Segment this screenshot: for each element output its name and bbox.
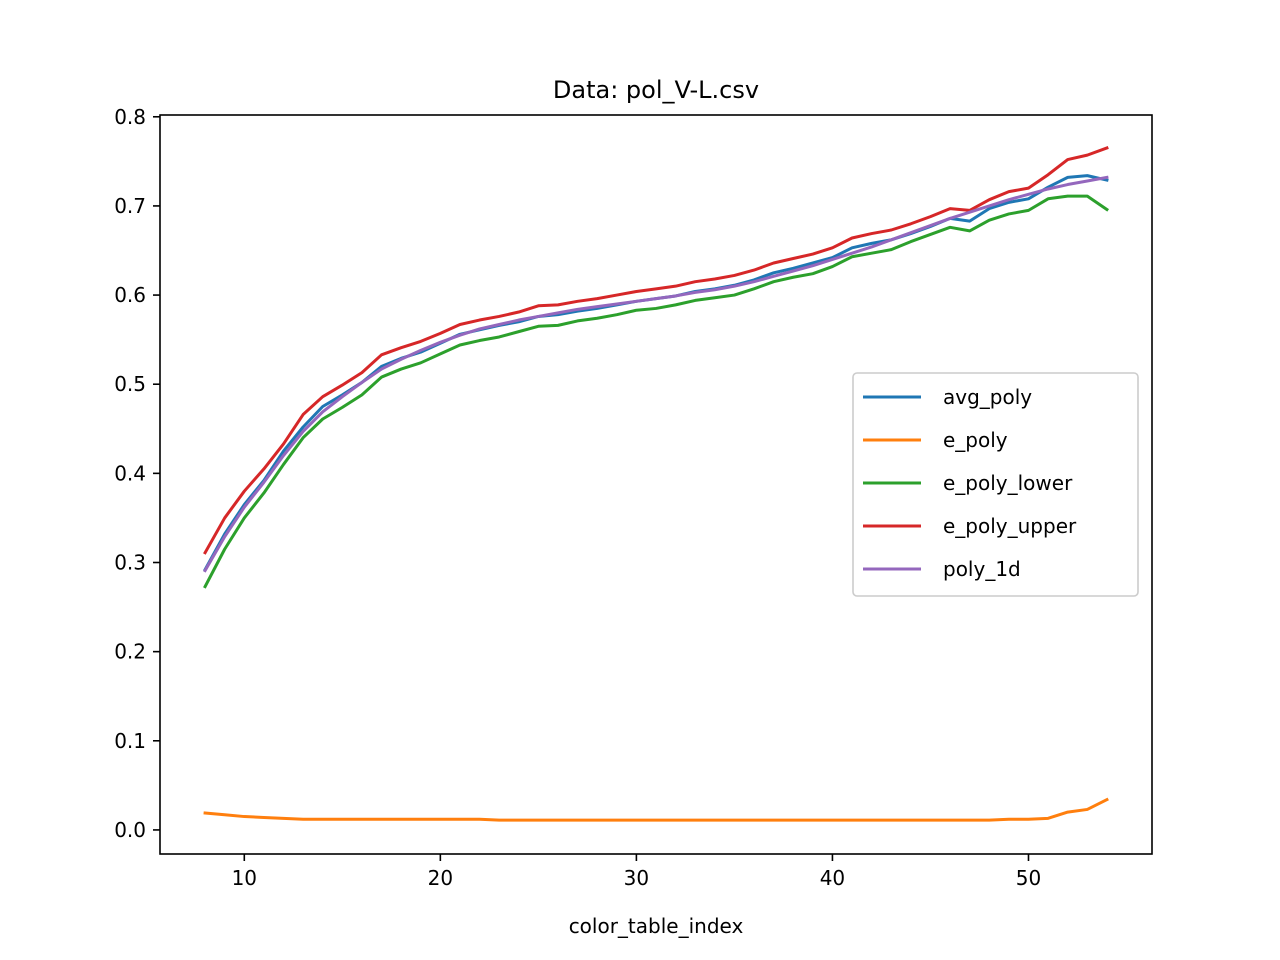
legend-box <box>852 372 1139 597</box>
y-tick-label: 0.8 <box>114 105 146 129</box>
x-axis: 10 20 30 40 50 <box>232 854 1041 890</box>
series-line-e-poly-lower <box>203 194 1109 589</box>
series-line-e-poly <box>203 797 1109 822</box>
legend-label-e-poly: e_poly <box>943 428 1008 452</box>
y-tick-label: 0.4 <box>114 461 146 485</box>
y-tick-label: 0.0 <box>114 818 146 842</box>
x-tick-label: 50 <box>1016 866 1041 890</box>
x-tick-label: 10 <box>232 866 257 890</box>
y-tick-label: 0.6 <box>114 283 146 307</box>
y-tick-label: 0.3 <box>114 551 146 575</box>
x-tick-label: 40 <box>820 866 845 890</box>
legend-label-avg-poly: avg_poly <box>943 385 1032 409</box>
axes-frame <box>159 114 1153 855</box>
plot-area <box>203 146 1109 822</box>
series-line-poly-1d <box>203 175 1109 573</box>
legend: avg_poly e_poly e_poly_lower e_poly_upperpo… <box>852 372 1139 597</box>
y-tick-label: 0.5 <box>114 372 146 396</box>
x-tick-label: 30 <box>624 866 649 890</box>
y-tick-label: 0.7 <box>114 194 146 218</box>
legend-label-e-poly-lower: e_poly_lower <box>943 471 1073 495</box>
y-tick-label: 0.1 <box>114 729 146 753</box>
y-axis: 0.0 0.1 0.2 0.3 0.4 0.5 0.6 0.7 0.8 <box>114 105 160 842</box>
legend-label-poly-1d: poly_1d <box>943 557 1021 581</box>
legend-label-e-poly-upper: e_poly_upper <box>943 514 1077 538</box>
chart-title: Data: pol_V-L.csv <box>553 76 759 104</box>
x-axis-label: color_table_index <box>569 914 744 938</box>
y-tick-label: 0.2 <box>114 640 146 664</box>
series-line-e-poly-upper <box>203 146 1109 555</box>
x-tick-label: 20 <box>428 866 453 890</box>
